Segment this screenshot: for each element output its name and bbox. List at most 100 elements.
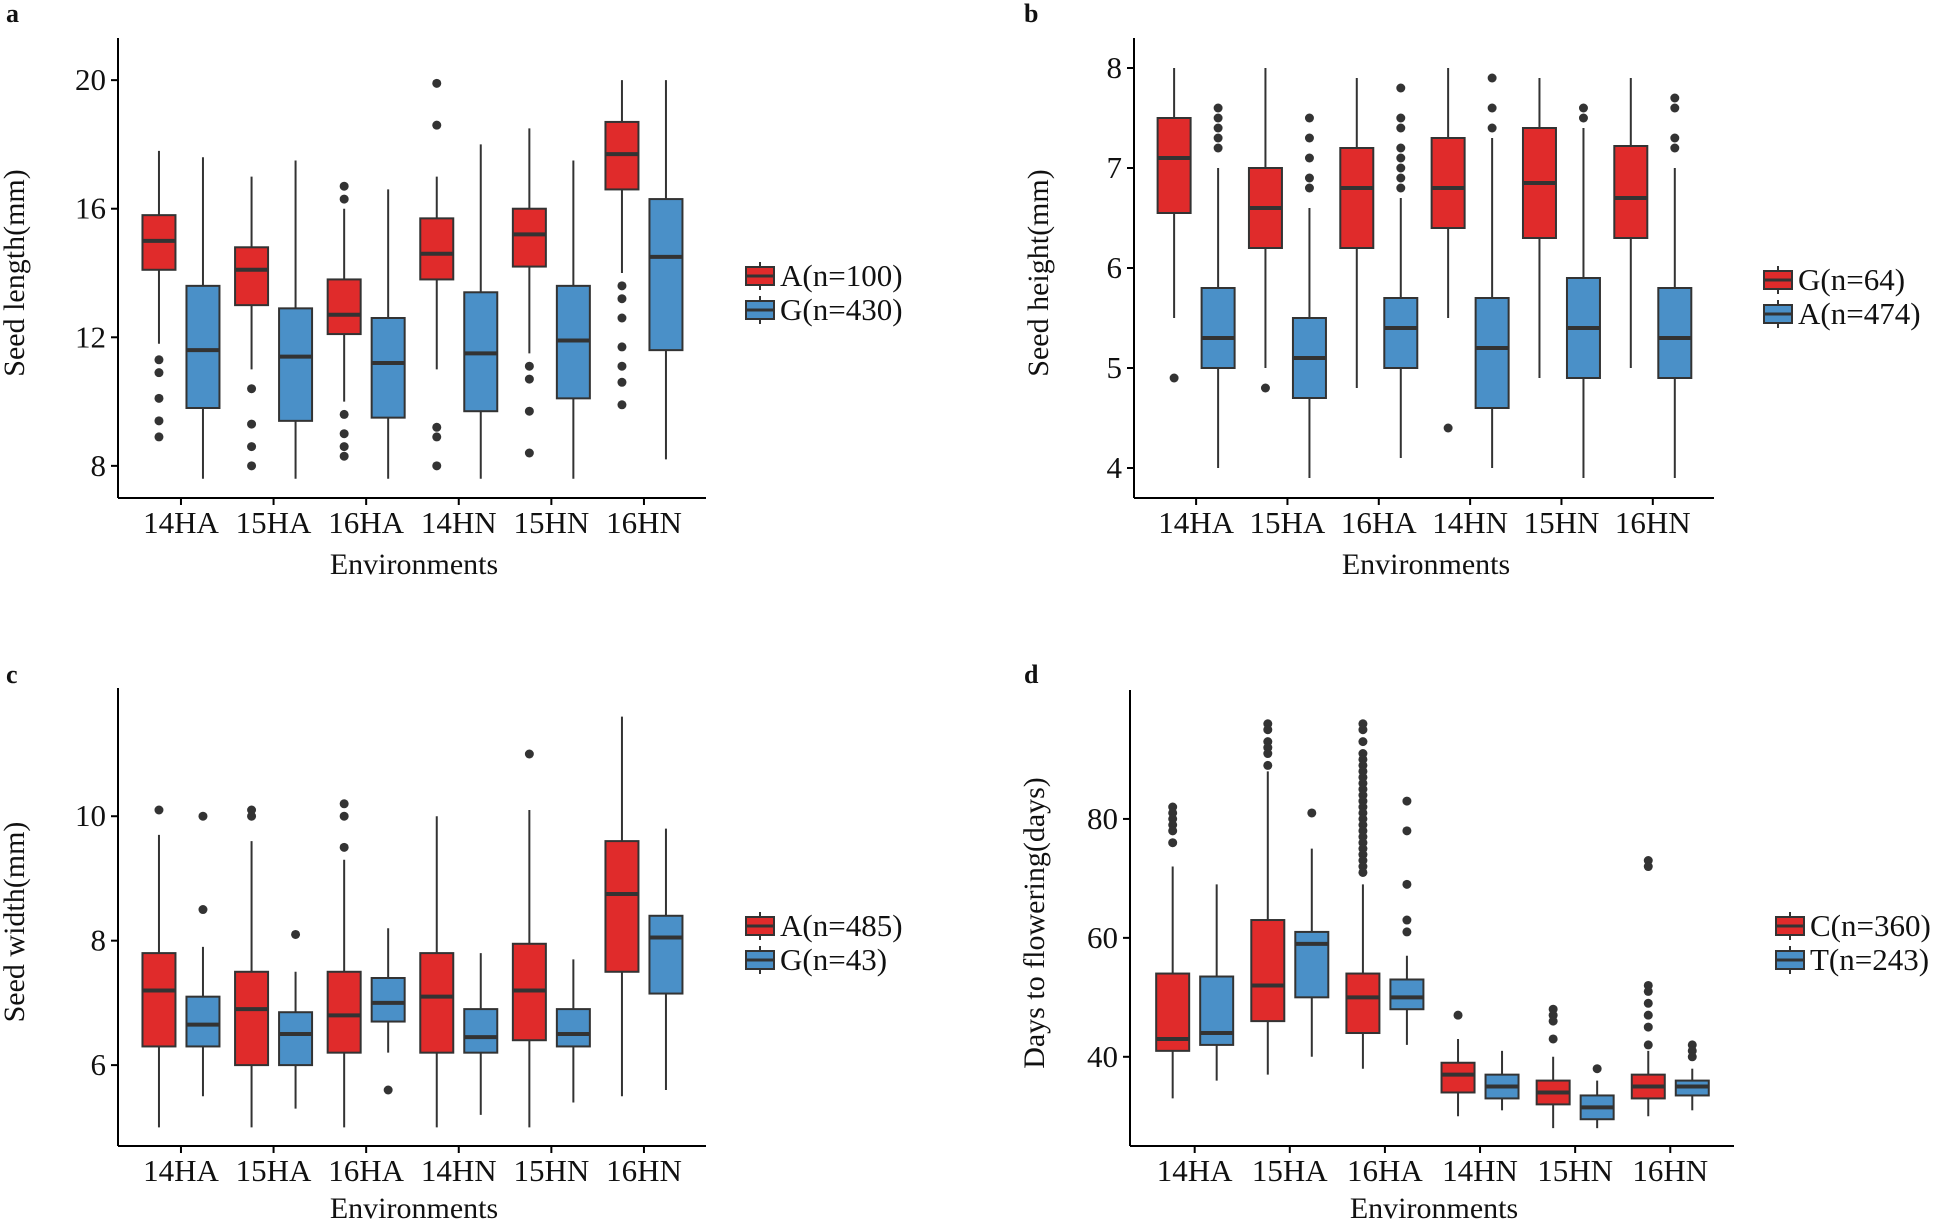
outlier-point xyxy=(1443,423,1453,433)
y-tick-label: 5 xyxy=(1107,350,1123,385)
box-body xyxy=(370,317,406,419)
outlier-point xyxy=(1168,838,1178,848)
outlier-point xyxy=(1213,133,1223,143)
x-tick-label: 15HA xyxy=(236,505,312,540)
outlier-point xyxy=(247,805,257,815)
box-body xyxy=(278,1011,314,1067)
x-axis-title: Environments xyxy=(330,1192,498,1225)
x-tick-label: 14HA xyxy=(1158,505,1234,540)
outlier-point xyxy=(1263,749,1273,759)
box-body xyxy=(648,198,684,352)
y-tick-label: 8 xyxy=(1107,50,1123,85)
box-body xyxy=(326,970,362,1054)
outlier-point xyxy=(1396,113,1406,123)
box-14HA xyxy=(185,811,221,1097)
x-tick-label: 14HN xyxy=(421,505,497,540)
x-tick-label: 14HN xyxy=(1442,1153,1518,1188)
x-tick-label: 15HN xyxy=(513,1153,589,1188)
outlier-point xyxy=(617,361,627,371)
legend-label: G(n=64) xyxy=(1798,262,1905,297)
outlier-point xyxy=(1643,998,1653,1008)
box-body xyxy=(555,1008,591,1048)
outlier-point xyxy=(247,811,257,821)
outlier-point xyxy=(339,429,349,439)
y-tick-label: 12 xyxy=(75,319,106,354)
box-body xyxy=(141,952,177,1048)
box-15HN xyxy=(511,128,547,458)
panel-d: d 40 60 80 14HA 15HA 16HA 14HN 15HN 16HN Environme… xyxy=(1018,660,1931,1225)
box-body xyxy=(1200,287,1236,369)
x-tick-label: 16HA xyxy=(328,505,404,540)
y-tick-label: 20 xyxy=(75,62,106,97)
box-16HA xyxy=(370,928,406,1095)
box-body xyxy=(1440,1061,1476,1094)
box-16HN xyxy=(604,716,640,1097)
outlier-point xyxy=(1169,373,1179,383)
box-15HA xyxy=(1294,808,1330,1057)
legend-label: G(n=430) xyxy=(780,292,903,327)
box-14HA xyxy=(185,157,221,479)
outlier-point xyxy=(1643,1022,1653,1032)
outlier-point xyxy=(432,461,442,471)
box-16HA xyxy=(1389,796,1425,1045)
outlier-point xyxy=(1487,73,1497,83)
outlier-point xyxy=(154,432,164,442)
box-14HN xyxy=(419,78,455,471)
outlier-point xyxy=(154,355,164,365)
box-14HN xyxy=(1440,1010,1476,1117)
panel-c: c 6 8 10 14HA 15HA 16HA 14HN 15HN 16HN Environment… xyxy=(0,660,903,1225)
y-tick-label: 8 xyxy=(91,448,107,483)
outlier-point xyxy=(524,361,534,371)
outlier-point xyxy=(1643,986,1653,996)
box-body xyxy=(1389,978,1425,1011)
x-tick-label: 14HA xyxy=(143,505,219,540)
outlier-point xyxy=(1453,1010,1463,1020)
outlier-point xyxy=(291,929,301,939)
outlier-point xyxy=(617,294,627,304)
box-body xyxy=(511,207,547,268)
box-body xyxy=(234,246,270,307)
box-16HN xyxy=(648,80,684,460)
outlier-point xyxy=(1402,915,1412,925)
outlier-point xyxy=(383,1085,393,1095)
box-15HN xyxy=(1535,1004,1571,1129)
legend-label: A(n=485) xyxy=(780,908,903,943)
outlier-point xyxy=(1396,173,1406,183)
box-body xyxy=(1250,919,1286,1023)
box-15HA xyxy=(1247,68,1283,393)
outlier-point xyxy=(1396,123,1406,133)
y-tick-label: 8 xyxy=(91,923,107,958)
x-tick-label: 16HN xyxy=(1632,1153,1708,1188)
x-tick-label: 14HA xyxy=(1157,1153,1233,1188)
outlier-point xyxy=(1260,383,1270,393)
outlier-point xyxy=(524,749,534,759)
outlier-point xyxy=(1687,1052,1697,1062)
series-1 xyxy=(141,78,640,471)
box-body xyxy=(1294,930,1330,999)
box-14HN xyxy=(419,816,455,1128)
outlier-point xyxy=(154,393,164,403)
outlier-point xyxy=(1213,123,1223,133)
y-tick-label: 6 xyxy=(91,1047,107,1082)
outlier-point xyxy=(339,799,349,809)
box-14HA xyxy=(1199,884,1235,1081)
outlier-point xyxy=(1548,1016,1558,1026)
series-1 xyxy=(1155,719,1666,1129)
outlier-point xyxy=(339,181,349,191)
series-1 xyxy=(141,716,640,1128)
outlier-point xyxy=(1396,83,1406,93)
box-body xyxy=(326,278,362,336)
box-14HA xyxy=(141,150,177,442)
series-2 xyxy=(185,80,684,479)
x-tick-label: 15HA xyxy=(1252,1153,1328,1188)
outlier-point xyxy=(339,409,349,419)
series-2 xyxy=(1200,73,1693,478)
box-14HA xyxy=(1200,103,1236,468)
outlier-point xyxy=(339,194,349,204)
outlier-point xyxy=(1402,796,1412,806)
box-body xyxy=(1430,137,1466,229)
panel-letter: d xyxy=(1024,660,1039,689)
legend: A(n=100)G(n=430) xyxy=(745,258,903,327)
box-body xyxy=(419,952,455,1054)
